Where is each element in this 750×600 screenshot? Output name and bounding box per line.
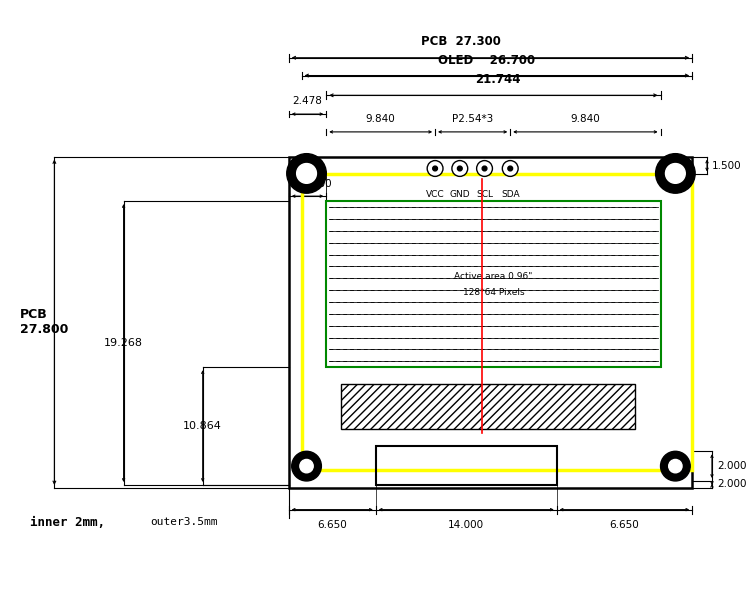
Text: GND: GND xyxy=(449,190,470,199)
Bar xyxy=(302,175,692,470)
Text: 19.268: 19.268 xyxy=(104,338,143,348)
Text: 10.864: 10.864 xyxy=(183,421,222,431)
Bar xyxy=(341,384,634,428)
Bar xyxy=(326,201,661,367)
Text: PCB
27.800: PCB 27.800 xyxy=(20,308,68,336)
Circle shape xyxy=(427,161,443,176)
Text: inner 2mm,: inner 2mm, xyxy=(30,516,105,529)
Circle shape xyxy=(665,164,686,184)
Text: P2.54*3: P2.54*3 xyxy=(452,114,494,124)
Text: PCB  27.300: PCB 27.300 xyxy=(421,35,501,48)
Text: 128*64 Pixels: 128*64 Pixels xyxy=(463,287,524,296)
Text: outer3.5mm: outer3.5mm xyxy=(150,517,217,527)
Text: SCL: SCL xyxy=(476,190,493,199)
Text: 2.100: 2.100 xyxy=(302,179,332,189)
Circle shape xyxy=(300,460,313,473)
Circle shape xyxy=(656,154,695,193)
Circle shape xyxy=(669,460,682,473)
Circle shape xyxy=(482,166,487,171)
Circle shape xyxy=(286,154,326,193)
Text: VCC: VCC xyxy=(426,190,445,199)
Circle shape xyxy=(297,164,316,184)
Text: 9.840: 9.840 xyxy=(366,114,395,124)
Circle shape xyxy=(292,451,321,481)
Circle shape xyxy=(433,166,437,171)
Text: 6.650: 6.650 xyxy=(317,520,347,530)
Circle shape xyxy=(476,161,493,176)
Text: 14.000: 14.000 xyxy=(448,520,484,530)
Text: 2.478: 2.478 xyxy=(292,96,322,106)
Text: 9.840: 9.840 xyxy=(571,114,600,124)
Circle shape xyxy=(458,166,462,171)
Circle shape xyxy=(503,161,518,176)
Bar xyxy=(376,446,556,485)
Circle shape xyxy=(661,451,690,481)
Text: SDA: SDA xyxy=(501,190,520,199)
Text: 1.500: 1.500 xyxy=(712,161,742,170)
Bar xyxy=(289,157,692,488)
Text: Active area 0.96": Active area 0.96" xyxy=(454,272,532,281)
Circle shape xyxy=(508,166,512,171)
Text: 2.000: 2.000 xyxy=(717,479,746,490)
Text: 2.000: 2.000 xyxy=(717,461,746,471)
Text: 6.650: 6.650 xyxy=(610,520,639,530)
Circle shape xyxy=(452,161,468,176)
Text: OLED    26.700: OLED 26.700 xyxy=(439,53,536,67)
Text: 21.744: 21.744 xyxy=(476,73,521,86)
